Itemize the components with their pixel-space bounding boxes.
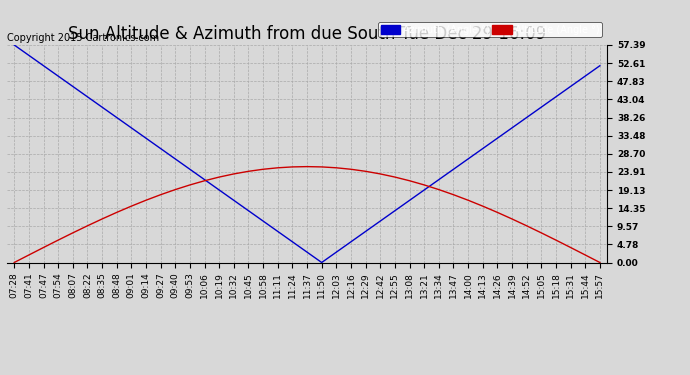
Text: Copyright 2015 Cartronics.com: Copyright 2015 Cartronics.com	[7, 33, 159, 43]
Legend: Azimuth (Angle °), Altitude (Angle °): Azimuth (Angle °), Altitude (Angle °)	[377, 22, 602, 38]
Title: Sun Altitude & Azimuth from due South Tue Dec 29 16:09: Sun Altitude & Azimuth from due South Tu…	[68, 26, 546, 44]
